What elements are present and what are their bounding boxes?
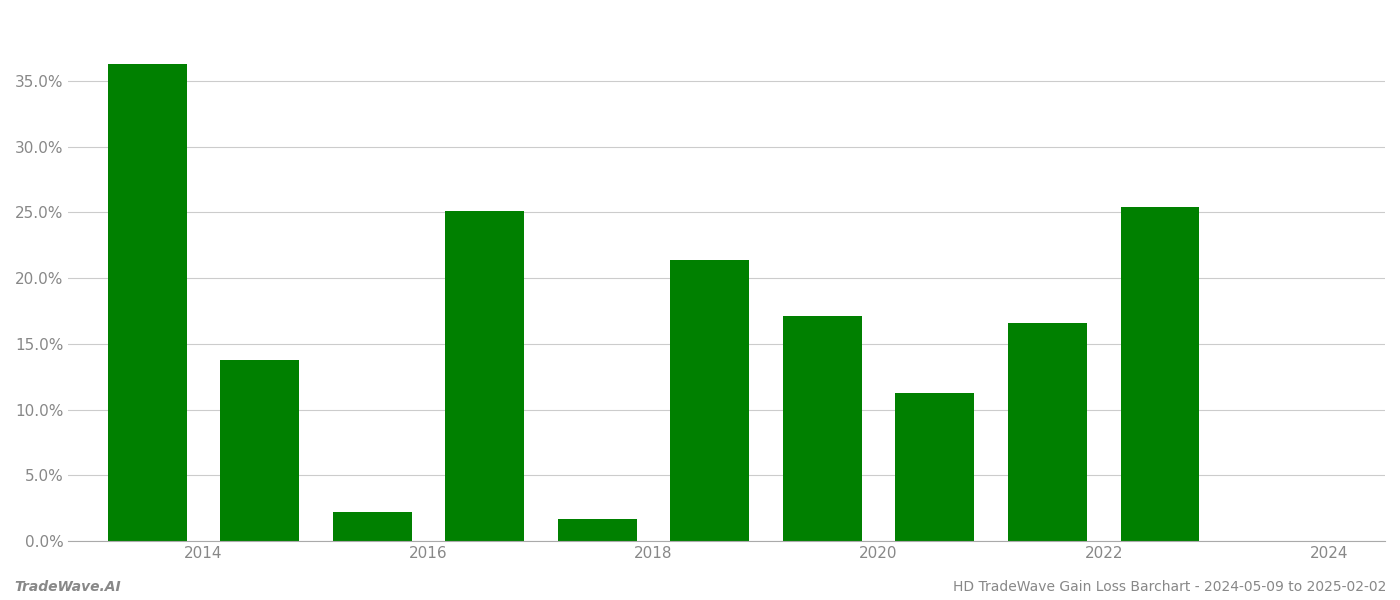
Bar — [671, 260, 749, 541]
Bar — [557, 519, 637, 541]
Bar — [1008, 323, 1086, 541]
Bar — [783, 316, 862, 541]
Bar — [445, 211, 524, 541]
Bar — [1120, 207, 1200, 541]
Text: TradeWave.AI: TradeWave.AI — [14, 580, 120, 594]
Bar — [220, 359, 300, 541]
Bar — [896, 392, 974, 541]
Bar — [108, 64, 186, 541]
Text: HD TradeWave Gain Loss Barchart - 2024-05-09 to 2025-02-02: HD TradeWave Gain Loss Barchart - 2024-0… — [952, 580, 1386, 594]
Bar — [333, 512, 412, 541]
